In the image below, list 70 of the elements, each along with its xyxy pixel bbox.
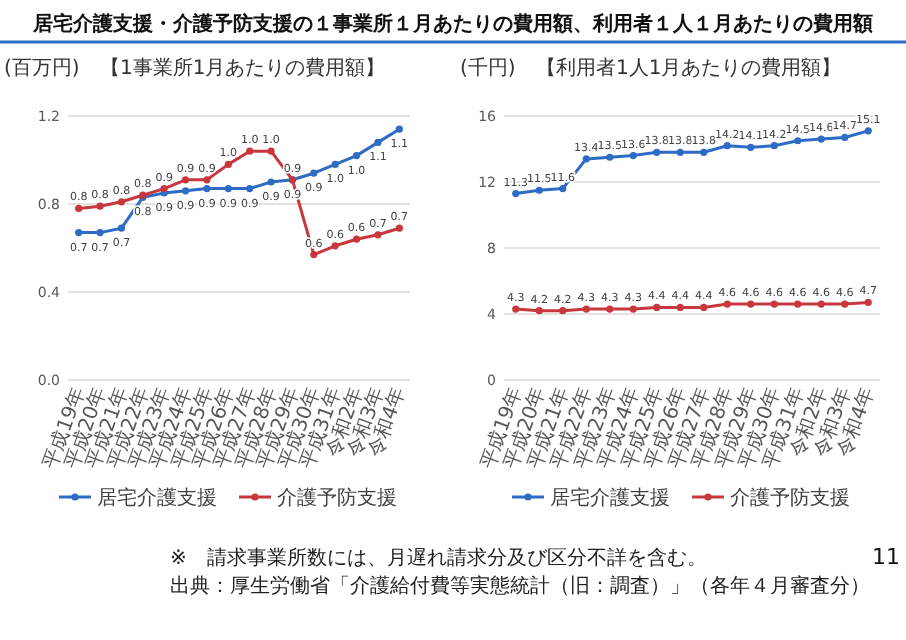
point <box>700 303 708 311</box>
y-axis-title: (百万円) <box>4 58 80 80</box>
legend-label: 居宅介護支援 <box>550 486 670 510</box>
point <box>864 127 872 135</box>
point <box>96 202 104 210</box>
point <box>653 148 661 156</box>
point <box>629 305 637 313</box>
point <box>723 142 731 150</box>
point <box>653 303 661 311</box>
source-note: 出典：厚生労働省「介護給付費等実態統計（旧：調査）」（各年４月審査分） <box>170 574 870 598</box>
point <box>512 189 520 198</box>
point <box>841 133 849 142</box>
chart-subtitle: 【1事業所1月あたりの費用額】 <box>100 56 386 80</box>
point <box>676 148 684 156</box>
point <box>747 143 755 151</box>
point <box>817 300 825 308</box>
point <box>352 152 361 160</box>
point <box>629 152 637 160</box>
point <box>352 235 361 243</box>
point <box>535 186 543 194</box>
point <box>117 224 126 232</box>
point <box>747 300 755 308</box>
point <box>374 138 382 146</box>
point <box>676 303 684 311</box>
point <box>310 251 318 259</box>
point <box>203 185 211 193</box>
point <box>331 242 339 250</box>
point <box>96 229 104 237</box>
point <box>310 169 318 177</box>
point <box>559 185 567 193</box>
point <box>246 147 254 155</box>
point <box>794 300 802 308</box>
point <box>203 176 211 184</box>
text: 11 <box>872 544 900 570</box>
point <box>512 305 520 313</box>
point <box>817 135 825 143</box>
point <box>582 155 590 163</box>
point <box>794 137 802 145</box>
point <box>606 305 614 313</box>
point <box>246 185 254 193</box>
point <box>267 147 275 155</box>
point <box>267 178 275 186</box>
point <box>331 160 339 168</box>
text: ※ 請求事業所数には、月遅れ請求分及び区分不詳を含む。 <box>170 546 707 570</box>
point <box>559 307 567 315</box>
point <box>864 298 872 307</box>
point <box>535 307 543 315</box>
point <box>181 176 190 184</box>
point <box>841 300 849 308</box>
chart-subtitle: 【利用者1人1月あたりの費用額】 <box>536 56 842 80</box>
point <box>770 142 778 150</box>
point <box>723 300 731 308</box>
point <box>75 204 83 212</box>
point <box>117 198 126 206</box>
point <box>75 229 83 237</box>
point <box>224 160 232 168</box>
point <box>395 125 403 133</box>
point <box>374 231 382 239</box>
text: 居宅介護支援・介護予防支援の１事業所１月あたりの費用額、利用者１人１月あたりの費用額 <box>31 12 873 36</box>
point <box>395 224 403 232</box>
y-axis-title: (千円) <box>460 56 516 80</box>
point <box>770 300 778 308</box>
point <box>582 305 590 313</box>
point <box>606 153 614 161</box>
point <box>224 185 232 193</box>
legend-label: 介護予防支援 <box>730 486 850 510</box>
legend-label: 介護予防支援 <box>277 486 397 510</box>
point <box>700 148 708 156</box>
point <box>181 187 190 195</box>
legend-label: 居宅介護支援 <box>97 486 217 510</box>
